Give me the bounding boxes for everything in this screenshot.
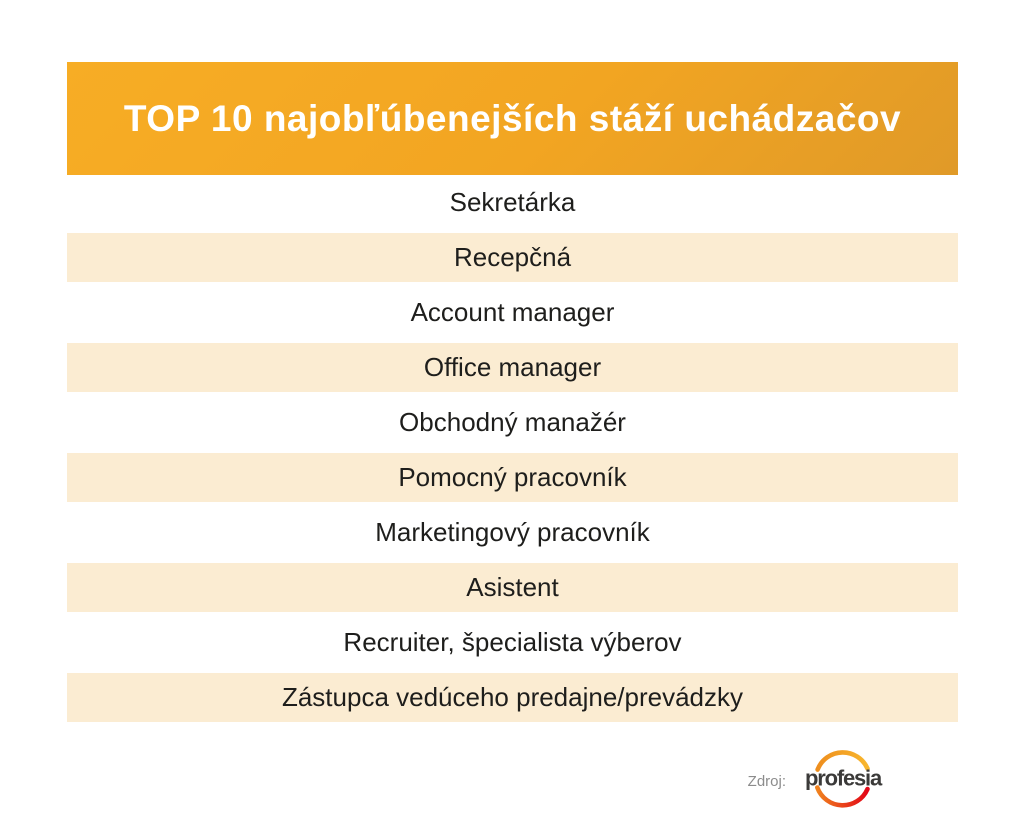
list-item-label: Marketingový pracovník	[375, 517, 650, 547]
list-item-label: Office manager	[423, 352, 602, 382]
source-label: Zdroj:	[747, 772, 786, 790]
list-item-6: Pomocný pracovník	[67, 450, 958, 505]
list-item-5: Obchodný manažér	[67, 395, 958, 450]
list-item-7: Marketingový pracovník	[67, 505, 958, 560]
list-item-label: Obchodný manažér	[399, 407, 626, 437]
profesia-logo: profesia	[794, 744, 892, 814]
list-item-label: Zástupca vedúceho predajne/prevádzky	[281, 682, 744, 712]
header-band: TOP 10 najobľúbenejších stáží uchádzačov	[67, 62, 958, 175]
list-item-label: Account manager	[410, 297, 615, 327]
profesia-logo-text: profesia	[805, 765, 882, 791]
list-item-label: Sekretárka	[449, 187, 576, 217]
list-item-3: Account manager	[67, 285, 958, 340]
list-item-label: Recruiter, špecialista výberov	[343, 627, 682, 657]
page-title: TOP 10 najobľúbenejších stáží uchádzačov	[123, 97, 902, 139]
list-item-label: Pomocný pracovník	[398, 462, 627, 492]
list-item-label: Recepčná	[453, 242, 572, 272]
source-attribution: Zdroj: profesia	[748, 744, 892, 814]
list-item-4: Office manager	[67, 340, 958, 395]
list-item-label: Asistent	[466, 572, 559, 602]
list-item-9: Recruiter, špecialista výberov	[67, 615, 958, 670]
top10-board: TOP 10 najobľúbenejších stáží uchádzačov…	[67, 62, 958, 725]
list-item-2: Recepčná	[67, 230, 958, 285]
profesia-logo-arcs-icon	[815, 750, 870, 808]
ranking-list: Sekretárka Recepčná Account manager Offi…	[67, 175, 958, 725]
list-item-1: Sekretárka	[67, 175, 958, 230]
list-item-8: Asistent	[67, 560, 958, 615]
list-item-10: Zástupca vedúceho predajne/prevádzky	[67, 670, 958, 725]
